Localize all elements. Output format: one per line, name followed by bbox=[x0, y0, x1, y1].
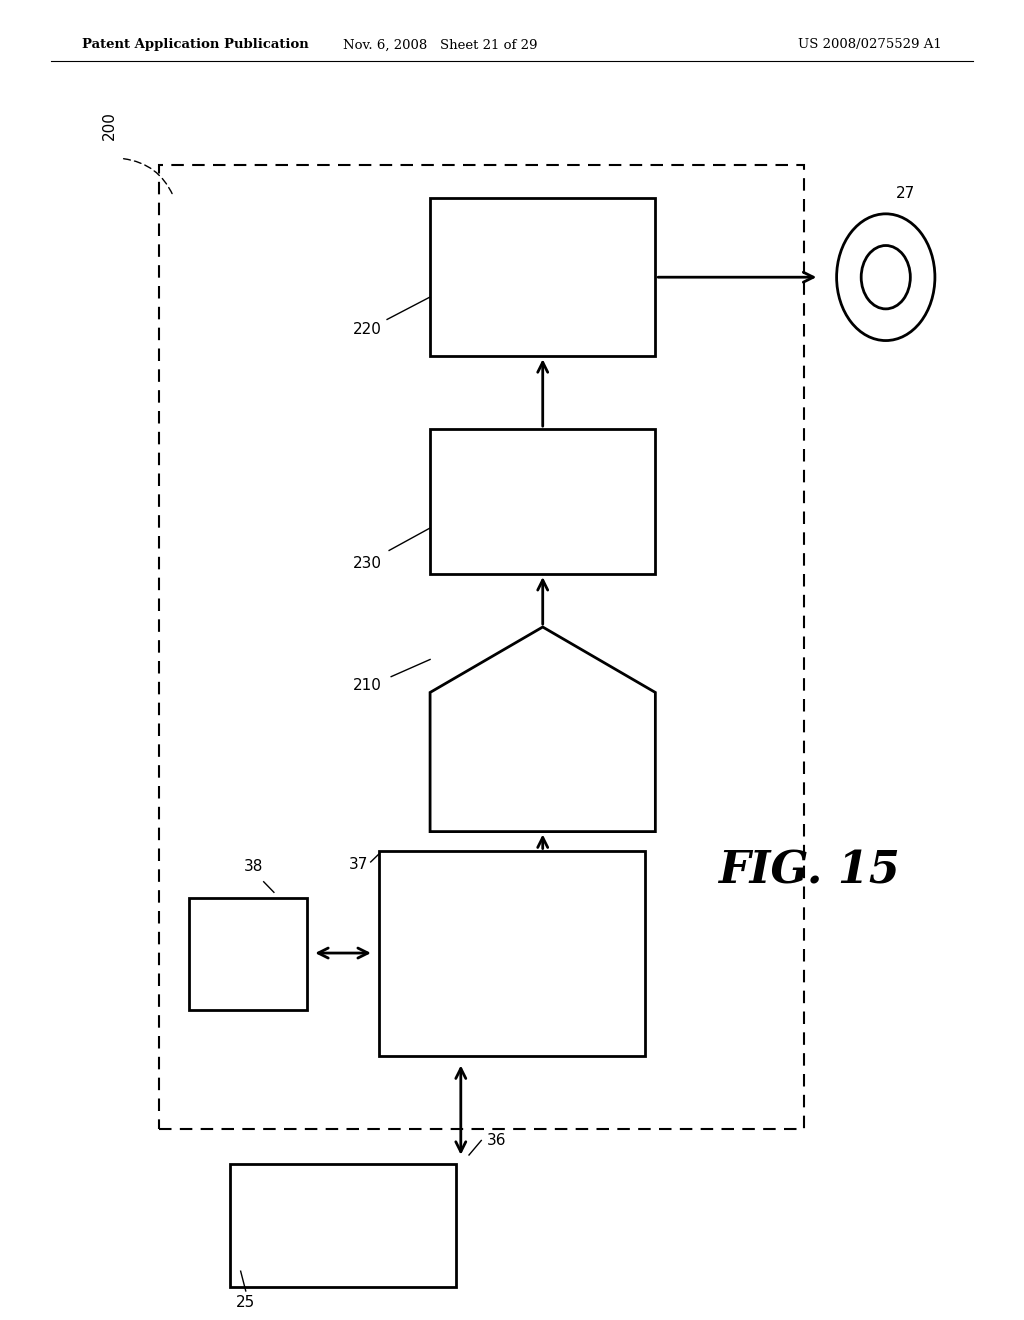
Polygon shape bbox=[430, 627, 655, 832]
Text: 230: 230 bbox=[353, 556, 382, 572]
Bar bbox=[430, 429, 655, 574]
Bar bbox=[189, 898, 307, 1010]
Text: 200: 200 bbox=[102, 111, 117, 140]
Bar bbox=[430, 198, 655, 356]
Text: 210: 210 bbox=[353, 678, 382, 693]
Circle shape bbox=[837, 214, 935, 341]
Bar bbox=[230, 1164, 456, 1287]
Text: Nov. 6, 2008   Sheet 21 of 29: Nov. 6, 2008 Sheet 21 of 29 bbox=[343, 38, 538, 51]
Text: 25: 25 bbox=[236, 1295, 255, 1309]
Text: 37: 37 bbox=[349, 857, 369, 873]
Text: 36: 36 bbox=[486, 1134, 506, 1148]
Text: 27: 27 bbox=[896, 186, 915, 201]
Text: Patent Application Publication: Patent Application Publication bbox=[82, 38, 308, 51]
Text: 220: 220 bbox=[353, 322, 382, 338]
Bar bbox=[379, 851, 645, 1056]
Bar bbox=[159, 165, 804, 1129]
Text: FIG. 15: FIG. 15 bbox=[718, 850, 900, 892]
Text: US 2008/0275529 A1: US 2008/0275529 A1 bbox=[799, 38, 942, 51]
Circle shape bbox=[861, 246, 910, 309]
Text: 38: 38 bbox=[244, 859, 263, 874]
